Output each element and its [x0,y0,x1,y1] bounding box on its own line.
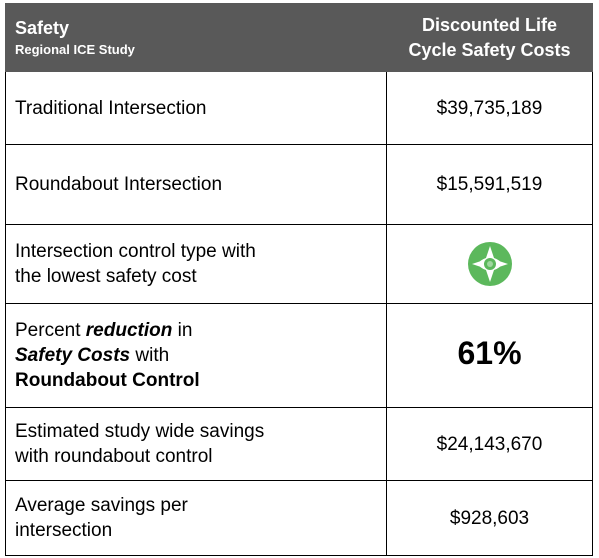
label-segment: Percent [15,320,86,341]
row-label: Estimated study wide savings with roundab… [5,407,387,481]
label-segment: Safety Costs [15,345,131,366]
header-subtitle: Regional ICE Study [15,41,135,57]
row-value: $39,735,189 [386,71,593,145]
row-value: $15,591,519 [386,144,593,225]
row: Roundabout Intersection $15,591,519 [5,144,593,225]
row: Percent reduction in Safety Costs with Rou… [5,303,593,408]
row: Traditional Intersection $39,735,189 [5,71,593,145]
label-segment: with [130,345,170,366]
label-line: Percent reduction in [15,318,377,343]
label-line: Safety Costs with [15,343,377,368]
label-line: the lowest safety cost [15,266,197,287]
row-value: $928,603 [386,480,593,556]
row-label: Traditional Intersection [5,71,387,145]
label-line: Roundabout Intersection [15,174,223,195]
table-wrap: Safety Regional ICE Study Discounted Lif… [5,3,593,556]
roundabout-icon [467,242,512,286]
header-right: Discounted Life Cycle Safety Costs [386,3,593,72]
label-line: Roundabout Control [15,368,377,393]
header-row: Safety Regional ICE Study Discounted Lif… [5,3,593,72]
label-line: with roundabout control [15,446,213,467]
label-line: Estimated study wide savings [15,421,265,442]
row-label: Average savings per intersection [5,480,387,556]
table-body: Traditional Intersection $39,735,189 Round… [5,71,593,556]
row-value: $24,143,670 [386,407,593,481]
label-line: Average savings per [15,495,188,516]
label-line: intersection [15,520,113,541]
row-label: Roundabout Intersection [5,144,387,225]
row: Intersection control type with the lowest… [5,224,593,304]
row: Estimated study wide savings with roundab… [5,407,593,481]
label-line: Intersection control type with [15,241,256,262]
header-column-line: Cycle Safety Costs [408,39,571,60]
header-column-line: Discounted Life [421,14,557,35]
row-label: Percent reduction in Safety Costs with Rou… [5,303,387,408]
label-line: Traditional Intersection [15,97,207,119]
header-left: Safety Regional ICE Study [5,3,387,72]
value-text: $39,735,189 [436,97,543,119]
header-title: Safety [15,17,70,38]
value-text: $928,603 [449,507,530,529]
row-value [386,224,593,304]
value-text: $15,591,519 [436,174,543,195]
value-text: 61% [457,334,522,371]
label-segment: in [172,320,193,341]
row-label: Intersection control type with the lowest… [5,224,387,304]
row: Average savings per intersection $928,603 [5,480,593,556]
row-value: 61% [386,303,593,408]
label-segment: reduction [85,320,173,341]
value-text: $24,143,670 [436,433,543,455]
label-segment: Roundabout Control [15,370,200,391]
safety-table: Safety Regional ICE Study Discounted Lif… [5,3,593,556]
header: Safety Regional ICE Study Discounted Lif… [5,3,593,72]
